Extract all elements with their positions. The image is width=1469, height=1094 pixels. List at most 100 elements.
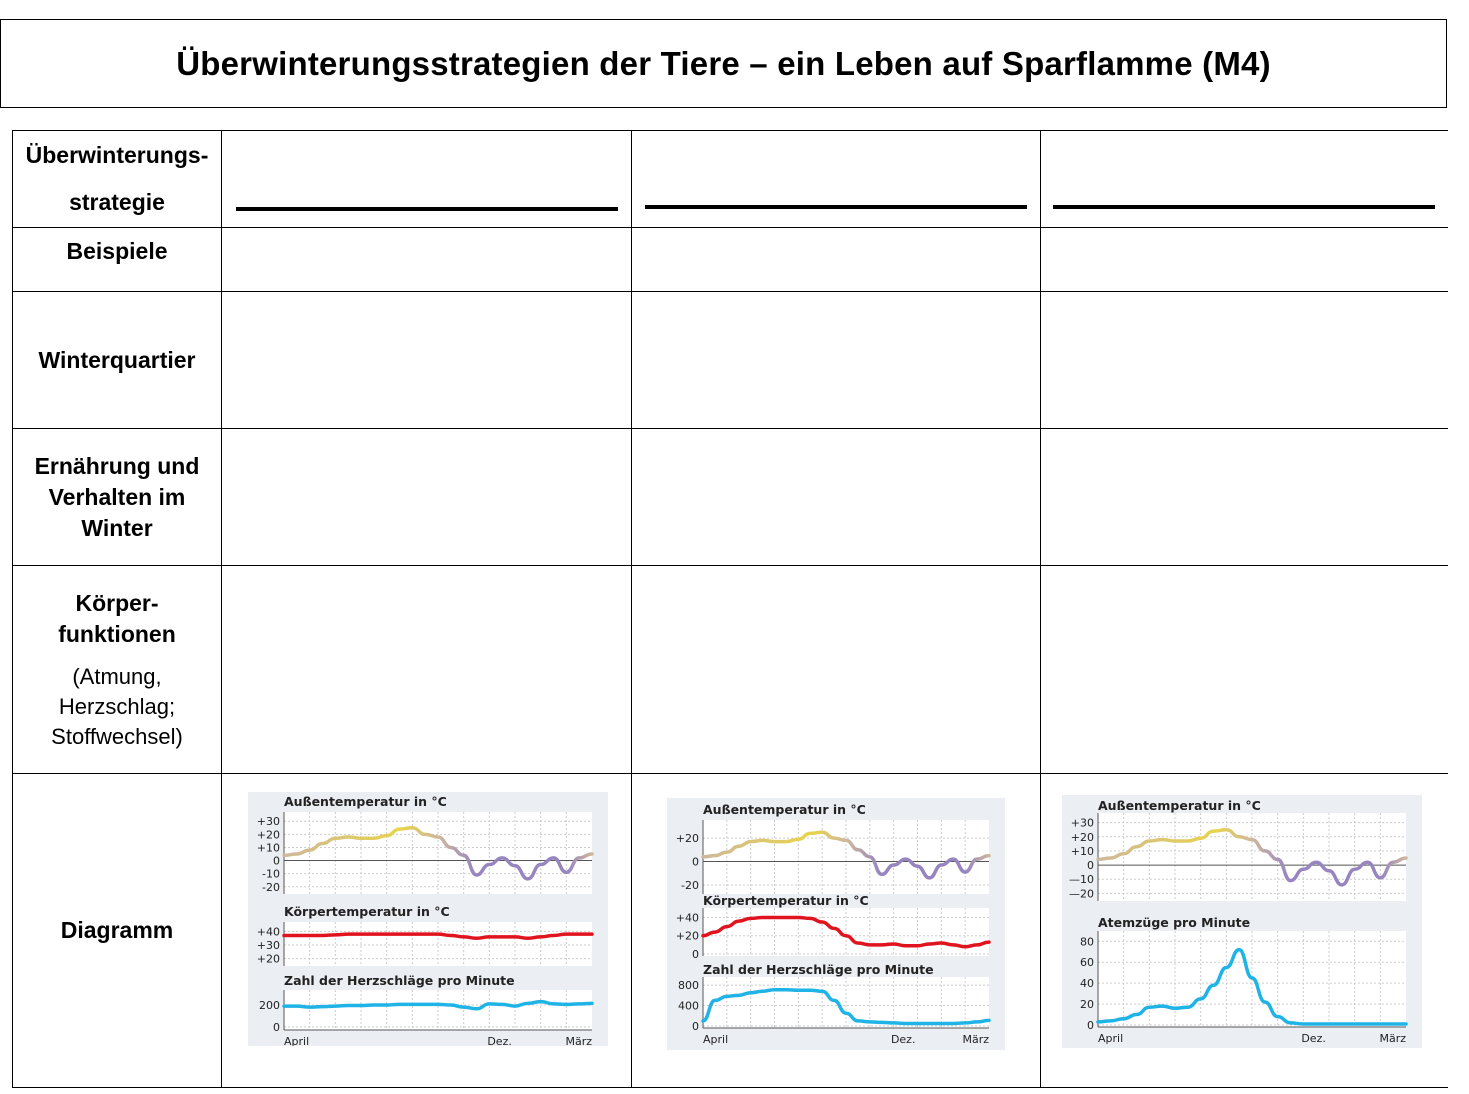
label-diagram: Diagramm <box>12 773 222 1088</box>
label-line: Verhalten im <box>48 483 186 510</box>
label-line: funktionen <box>58 620 176 647</box>
x-tick-label: Dez. <box>891 1033 916 1046</box>
y-tick-label: 0 <box>692 1020 699 1033</box>
panel-title: Außentemperatur in °C <box>284 794 447 809</box>
y-tick-label: 0 <box>273 855 280 868</box>
label-line: Winter <box>81 514 153 541</box>
y-tick-label: -20 <box>262 881 280 894</box>
outside-series-line <box>282 826 594 881</box>
page-title: Überwinterungsstrategien der Tiere – ein… <box>176 44 1271 82</box>
panel-title: Außentemperatur in °C <box>1098 798 1261 813</box>
y-tick-label: -10 <box>262 868 280 881</box>
panel-title: Zahl der Herzschläge pro Minute <box>284 973 515 988</box>
row-diagram: Diagramm Außentemperatur in °C +30 +20 +10 0… <box>12 773 1448 1088</box>
diagram-cell-1: Außentemperatur in °C +30 +20 +10 0 -10 -20 Kör… <box>221 773 632 1088</box>
y-tick-label: —20 <box>1069 887 1094 900</box>
label-line: Überwinterungs- <box>25 142 209 168</box>
body-cell-2[interactable] <box>631 565 1041 774</box>
y-tick-label: 60 <box>1080 956 1094 969</box>
y-tick-label: 0 <box>692 856 699 869</box>
quarters-cell-1[interactable] <box>221 291 632 429</box>
label-strategy: Überwinterungs-strategie <box>12 130 222 228</box>
strategy-answer-1[interactable] <box>221 130 632 228</box>
y-tick-label: 400 <box>678 1000 699 1013</box>
y-tick-label: 20 <box>1080 998 1094 1011</box>
row-body: Körper-funktionen (Atmung, Herzschlag; Sto… <box>12 565 1448 774</box>
x-tick-label: Dez. <box>1301 1032 1326 1045</box>
y-tick-label: —10 <box>1069 873 1094 886</box>
nutrition-cell-2[interactable] <box>631 428 1041 566</box>
y-tick-label: +10 <box>1071 845 1094 858</box>
y-tick-label: +40 <box>257 925 280 938</box>
panel-title: Außentemperatur in °C <box>703 802 866 817</box>
label-line: Ernährung und <box>34 452 200 479</box>
y-tick-label: +20 <box>257 953 280 966</box>
y-tick-label: 0 <box>273 1021 280 1034</box>
panel-title: Körpertemperatur in °C <box>284 904 450 919</box>
panel-title: Atemzüge pro Minute <box>1098 915 1250 930</box>
quarters-cell-3[interactable] <box>1040 291 1448 429</box>
y-tick-label: +20 <box>676 930 699 943</box>
outside-series-line <box>1096 827 1408 887</box>
y-tick-label: 0 <box>692 948 699 961</box>
label-nutrition: Ernährung und Verhalten im Winter <box>12 428 222 566</box>
outside-series-line <box>701 830 991 880</box>
y-tick-label: -20 <box>681 879 699 892</box>
examples-cell-1[interactable] <box>221 227 632 292</box>
panel-title: Körpertemperatur in °C <box>703 893 869 908</box>
y-tick-label: +40 <box>676 911 699 924</box>
label-line: Körper- <box>75 589 159 616</box>
diagram-1: Außentemperatur in °C+30+20+100-10-20Kör… <box>248 792 608 1046</box>
body_temp-series-line <box>282 932 594 940</box>
body-cell-3[interactable] <box>1040 565 1448 774</box>
answer-line <box>645 205 1027 209</box>
label-examples: Beispiele <box>12 227 222 292</box>
examples-cell-2[interactable] <box>631 227 1041 292</box>
label-quarters: Winterquartier <box>12 291 222 429</box>
nutrition-cell-1[interactable] <box>221 428 632 566</box>
y-tick-label: +20 <box>257 828 280 841</box>
row-strategy: Überwinterungs-strategie <box>12 130 1448 228</box>
y-tick-label: 800 <box>678 979 699 992</box>
y-tick-label: 200 <box>259 999 280 1012</box>
title-box: Überwinterungsstrategien der Tiere – ein… <box>0 19 1447 108</box>
label-line: Herzschlag; <box>58 693 176 719</box>
y-tick-label: +10 <box>257 841 280 854</box>
label-line: Stoffwechsel) <box>51 723 183 749</box>
nutrition-cell-3[interactable] <box>1040 428 1448 566</box>
y-tick-label: +30 <box>257 939 280 952</box>
x-tick-label: April <box>284 1035 309 1046</box>
quarters-cell-2[interactable] <box>631 291 1041 429</box>
body_temp-series-line <box>701 915 991 949</box>
rate-series-line <box>282 999 594 1011</box>
row-nutrition: Ernährung und Verhalten im Winter <box>12 428 1448 566</box>
body-cell-1[interactable] <box>221 565 632 774</box>
x-tick-label: April <box>703 1033 728 1046</box>
diagram-cell-3: Außentemperatur in °C +30 +20 +10 0 —10 —20 Ate… <box>1040 773 1448 1088</box>
x-tick-label: März <box>565 1035 592 1046</box>
label-body-sub: (Atmung, Herzschlag; Stoffwechsel) <box>13 662 221 752</box>
x-tick-label: Dez. <box>487 1035 512 1046</box>
rate-series-line <box>701 987 991 1026</box>
y-tick-label: 0 <box>1087 1019 1094 1032</box>
y-tick-label: 40 <box>1080 977 1094 990</box>
y-tick-label: 0 <box>1087 859 1094 872</box>
rate-series-line <box>1096 947 1408 1026</box>
strategy-answer-2[interactable] <box>631 130 1041 228</box>
x-tick-label: April <box>1098 1032 1123 1045</box>
x-tick-label: März <box>1379 1032 1406 1045</box>
answer-line <box>235 207 618 211</box>
examples-cell-3[interactable] <box>1040 227 1448 292</box>
x-tick-label: März <box>962 1033 989 1046</box>
row-examples: Beispiele <box>12 227 1448 292</box>
diagram-cell-2: Außentemperatur in °C +20 0 -20 Körpertemper… <box>631 773 1041 1088</box>
y-tick-label: 80 <box>1080 935 1094 948</box>
worksheet-table: Überwinterungs-strategie Beispiele Winte… <box>12 130 1448 1088</box>
diagram-2: Außentemperatur in °C +20 0 -20 Körpertemper… <box>667 798 1005 1050</box>
diagram-3: Außentemperatur in °C+30+20+100—10—20Ate… <box>1062 795 1422 1048</box>
label-body: Körper-funktionen (Atmung, Herzschlag; Sto… <box>12 565 222 774</box>
y-tick-label: +30 <box>257 815 280 828</box>
strategy-answer-3[interactable] <box>1040 130 1448 228</box>
label-line: (Atmung, <box>72 663 162 689</box>
row-quarters: Winterquartier <box>12 291 1448 429</box>
